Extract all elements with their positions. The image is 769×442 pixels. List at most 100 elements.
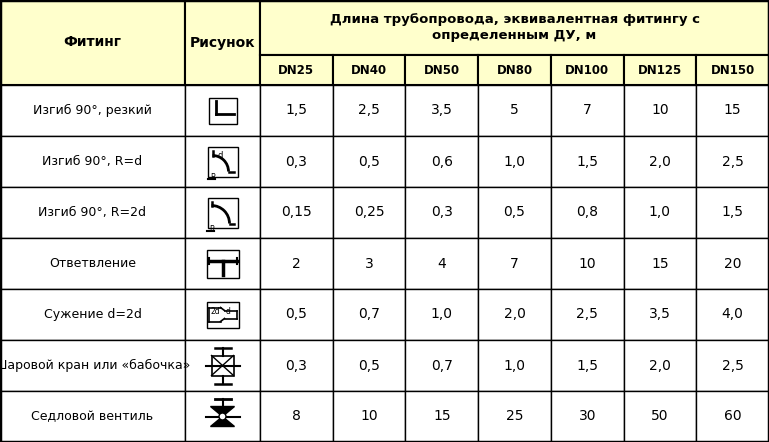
Bar	[207, 249, 238, 278]
Text: 1,5: 1,5	[576, 358, 598, 373]
Bar	[333, 391, 405, 442]
Bar	[260, 55, 333, 85]
Text: 0,15: 0,15	[281, 206, 311, 220]
Text: 10: 10	[651, 103, 669, 118]
Text: 3,5: 3,5	[649, 308, 671, 321]
Bar	[333, 289, 405, 340]
Text: 0,5: 0,5	[358, 358, 380, 373]
Text: 2,0: 2,0	[649, 155, 671, 168]
Text: 30: 30	[578, 409, 596, 423]
Polygon shape	[211, 407, 235, 416]
Text: Длина трубопровода, эквивалентная фитингу с
определенным ДУ, м: Длина трубопровода, эквивалентная фитинг…	[329, 14, 700, 42]
Bar	[333, 55, 405, 85]
Bar	[333, 340, 405, 391]
Text: 0,3: 0,3	[285, 358, 308, 373]
Bar	[185, 187, 260, 238]
Bar	[551, 340, 624, 391]
Bar	[405, 289, 478, 340]
Bar	[208, 198, 238, 228]
Bar	[696, 55, 769, 85]
Bar	[405, 187, 478, 238]
Bar	[333, 187, 405, 238]
Text: 0,3: 0,3	[285, 155, 308, 168]
Bar	[551, 136, 624, 187]
Text: 15: 15	[433, 409, 451, 423]
Text: R: R	[209, 225, 215, 233]
Text: R: R	[211, 172, 216, 182]
Bar	[185, 289, 260, 340]
Bar	[208, 146, 238, 176]
Bar	[551, 391, 624, 442]
Bar	[551, 85, 624, 136]
Bar	[696, 391, 769, 442]
Bar	[211, 355, 234, 376]
Text: 4,0: 4,0	[721, 308, 744, 321]
Bar	[696, 136, 769, 187]
Bar	[0, 391, 185, 442]
Text: DN80: DN80	[497, 64, 533, 76]
Text: 0,3: 0,3	[431, 206, 453, 220]
Bar	[185, 340, 260, 391]
Bar	[0, 136, 185, 187]
Text: 0,25: 0,25	[354, 206, 384, 220]
Text: Сужение d=2d: Сужение d=2d	[44, 308, 141, 321]
Text: Шаровой кран или «бабочка»: Шаровой кран или «бабочка»	[0, 359, 191, 372]
Bar	[208, 98, 237, 123]
Bar	[696, 85, 769, 136]
Bar	[551, 289, 624, 340]
Text: 7: 7	[510, 256, 519, 271]
Bar	[478, 55, 551, 85]
Text: DN100: DN100	[565, 64, 609, 76]
Bar	[405, 55, 478, 85]
Text: 2d: 2d	[211, 306, 220, 316]
Text: 1,0: 1,0	[504, 358, 525, 373]
Bar	[0, 0, 185, 85]
Text: 1,0: 1,0	[431, 308, 453, 321]
Polygon shape	[211, 416, 235, 427]
Bar	[478, 391, 551, 442]
Text: 15: 15	[724, 103, 741, 118]
Text: 60: 60	[724, 409, 741, 423]
Text: d: d	[218, 150, 223, 160]
Text: DN125: DN125	[638, 64, 682, 76]
Text: 1,0: 1,0	[649, 206, 671, 220]
Text: 2,0: 2,0	[649, 358, 671, 373]
Text: d: d	[226, 306, 231, 316]
Bar	[551, 238, 624, 289]
Bar	[696, 187, 769, 238]
Bar	[207, 301, 238, 328]
Bar	[405, 340, 478, 391]
Bar	[333, 85, 405, 136]
Text: 10: 10	[578, 256, 596, 271]
Text: 15: 15	[651, 256, 669, 271]
Bar	[260, 391, 333, 442]
Text: 4: 4	[438, 256, 446, 271]
Text: 0,8: 0,8	[576, 206, 598, 220]
Bar	[624, 85, 696, 136]
Bar	[0, 187, 185, 238]
Text: 0,7: 0,7	[431, 358, 453, 373]
Bar	[0, 85, 185, 136]
Bar	[333, 238, 405, 289]
Bar	[260, 289, 333, 340]
Bar	[260, 340, 333, 391]
Bar	[478, 238, 551, 289]
Bar	[696, 340, 769, 391]
Text: Седловой вентиль: Седловой вентиль	[32, 410, 154, 423]
Bar	[624, 136, 696, 187]
Text: 7: 7	[583, 103, 591, 118]
Bar	[260, 238, 333, 289]
Text: 10: 10	[360, 409, 378, 423]
Bar	[185, 391, 260, 442]
Bar	[405, 238, 478, 289]
Text: Фитинг: Фитинг	[64, 35, 122, 50]
Text: Ответвление: Ответвление	[49, 257, 136, 270]
Text: DN150: DN150	[711, 64, 754, 76]
Bar	[551, 55, 624, 85]
Bar	[624, 238, 696, 289]
Bar	[405, 391, 478, 442]
Text: DN40: DN40	[351, 64, 387, 76]
Text: 3,5: 3,5	[431, 103, 453, 118]
Text: 0,6: 0,6	[431, 155, 453, 168]
Text: Изгиб 90°, резкий: Изгиб 90°, резкий	[33, 104, 152, 117]
